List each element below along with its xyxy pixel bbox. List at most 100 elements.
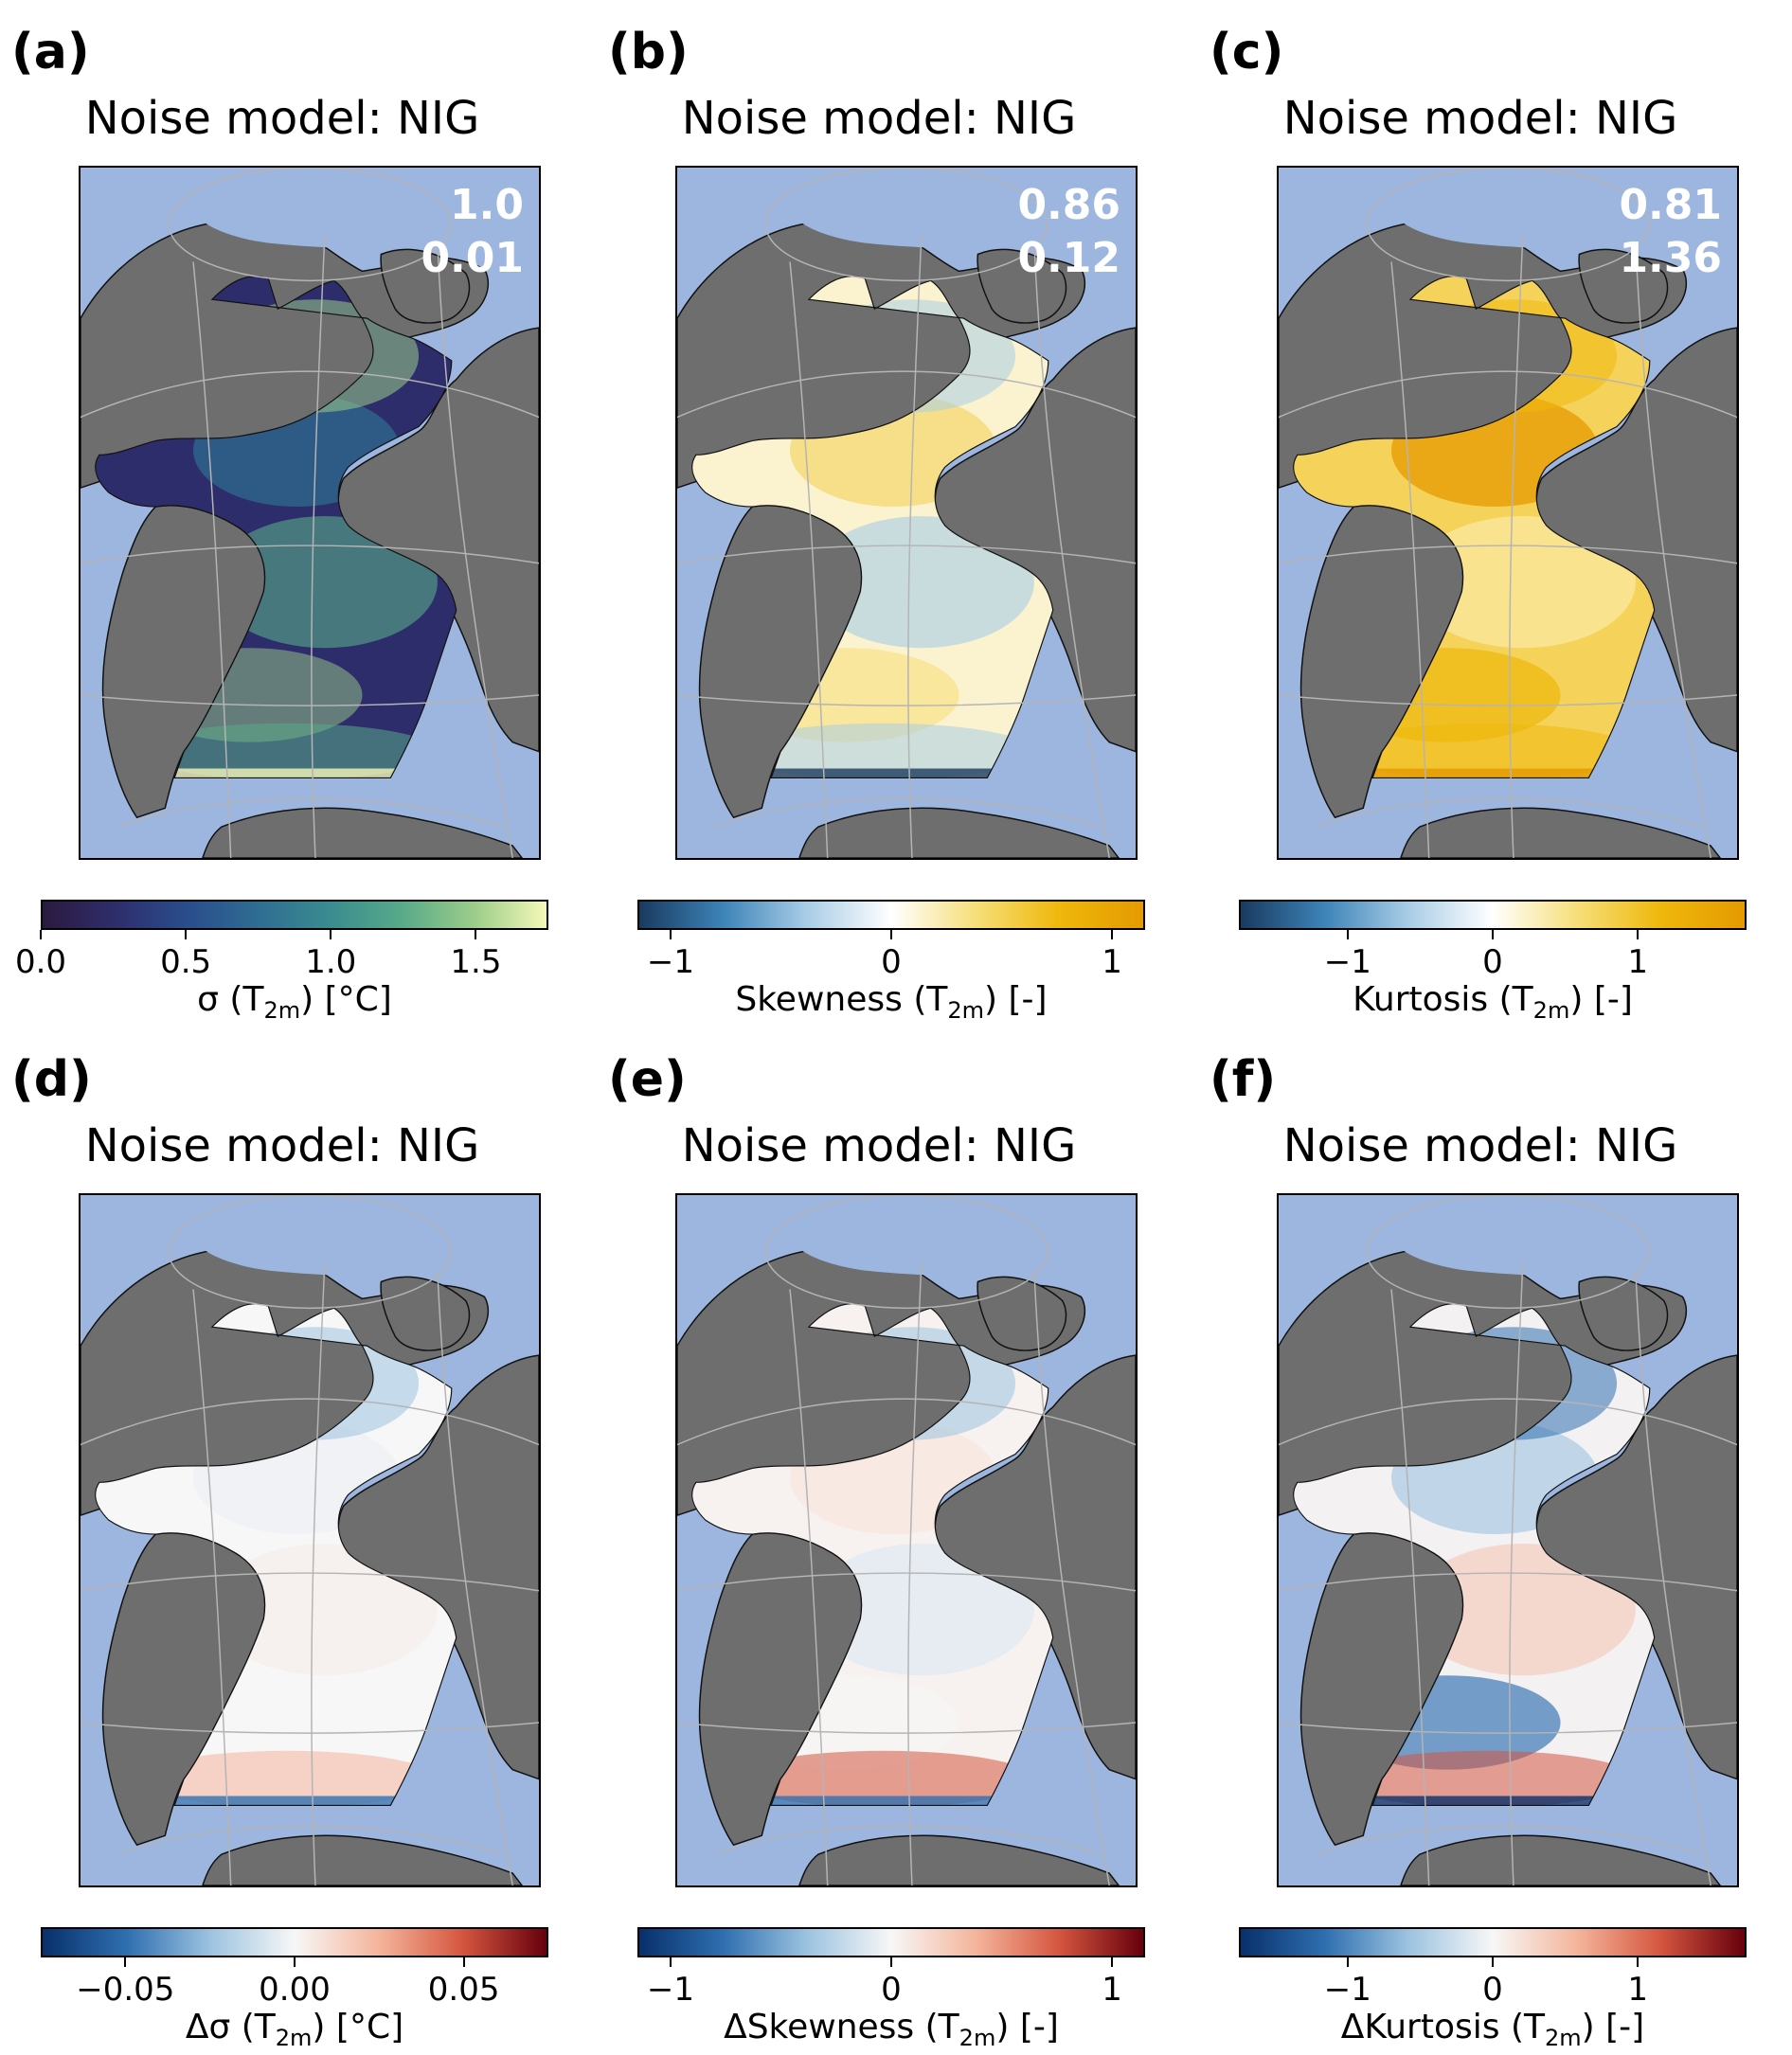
figure-panel: (f) Noise model: NIG −1 0 1 ΔKurtosis (T2m… [1210, 1051, 1783, 2055]
figure-panel: (c) Noise model: NIG 0.81 1.36 −1 0 1 Kurt… [1210, 24, 1783, 1028]
colorbar-ticks: −1 0 1 [637, 1957, 1145, 2014]
colorbar-ticks: −1 0 1 [1239, 930, 1747, 987]
colorbar-tick [294, 1957, 296, 1967]
colorbar-tick [669, 930, 672, 939]
panel-title: Noise model: NIG [84, 92, 480, 145]
colorbar-tick [185, 930, 188, 939]
map-plot: 0.86 0.12 [675, 166, 1138, 860]
colorbar-tick [475, 930, 477, 939]
colorbar-tick [40, 930, 42, 939]
colorbar-ticks: −1 0 1 [637, 930, 1145, 987]
colorbar-tick-label: −1 [1323, 1971, 1371, 2009]
colorbar-tick-label: 1.5 [450, 943, 502, 981]
panel-label: (d) [11, 1051, 92, 1108]
colorbar-tick [124, 1957, 127, 1967]
colorbar-label-suffix: ) [-] [995, 2008, 1059, 2046]
map-svg [677, 168, 1136, 858]
colorbar-label: Skewness (T2m) [-] [637, 980, 1145, 1024]
colorbar-tick [890, 1957, 892, 1967]
colorbar-tick-label: −1 [1323, 943, 1371, 981]
colorbar-tick-label: 1 [1627, 1971, 1648, 2009]
colorbar-tick-label: 0.0 [14, 943, 67, 981]
colorbar-tick-label: 1 [1102, 943, 1122, 981]
colorbar-label-prefix: Δσ (T [185, 2008, 276, 2046]
map-plot [79, 1193, 541, 1887]
panel-label: (e) [608, 1051, 687, 1108]
map-plot [1277, 1193, 1739, 1887]
colorbar-tick-label: 0 [1482, 1971, 1503, 2009]
colorbar-label-prefix: ΔKurtosis (T [1340, 2008, 1545, 2046]
colorbar-tick [1492, 930, 1494, 939]
figure-panel: (a) Noise model: NIG 1.0 0.01 0.0 0.5 1.0 1… [11, 24, 585, 1028]
colorbar-ticks: −0.05 0.00 0.05 [41, 1957, 548, 2014]
colorbar-label-suffix: ) [-] [1569, 980, 1633, 1019]
panel-title: Noise model: NIG [1282, 1119, 1678, 1172]
colorbar-label-suffix: ) [-] [984, 980, 1048, 1019]
colorbar-label-subscript: 2m [959, 2025, 996, 2052]
colorbar-tick [1637, 1957, 1640, 1967]
stat-correlation: 0.86 [1017, 181, 1120, 229]
colorbar-label: Δσ (T2m) [°C] [41, 2008, 548, 2051]
map-plot: 0.81 1.36 [1277, 166, 1739, 860]
figure-panel: (d) Noise model: NIG −0.05 0.00 0.05 Δσ (T… [11, 1051, 585, 2055]
colorbar-tick-label: −1 [646, 1971, 695, 2009]
colorbar-tick-label: 0.00 [259, 1971, 331, 2009]
colorbar-label: σ (T2m) [°C] [41, 980, 548, 1024]
colorbar-label-prefix: Kurtosis (T [1353, 980, 1533, 1019]
map-svg [81, 1195, 539, 1885]
colorbar-label: ΔSkewness (T2m) [-] [637, 2008, 1145, 2051]
colorbar-label-suffix: ) [-] [1581, 2008, 1645, 2046]
stat-error: 1.36 [1619, 234, 1722, 282]
colorbar-tick [1637, 930, 1640, 939]
colorbar-tick [1111, 1957, 1114, 1967]
map-svg [1279, 168, 1737, 858]
colorbar-label-subscript: 2m [947, 997, 985, 1025]
colorbar [637, 1927, 1145, 1957]
map-plot: 1.0 0.01 [79, 166, 541, 860]
panel-label: (f) [1210, 1051, 1277, 1108]
colorbar-label-subscript: 2m [1544, 2025, 1582, 2052]
stat-error: 0.12 [1017, 234, 1120, 282]
colorbar [1239, 1927, 1747, 1957]
colorbar-tick [330, 930, 332, 939]
panel-label: (b) [608, 24, 689, 80]
stat-correlation: 0.81 [1619, 181, 1722, 229]
map-svg [677, 1195, 1136, 1885]
colorbar-tick-label: 0.5 [160, 943, 212, 981]
colorbar-tick [462, 1957, 465, 1967]
stat-correlation: 1.0 [450, 181, 524, 229]
colorbar-tick-label: 0.05 [427, 1971, 500, 2009]
colorbar-tick-label: −1 [646, 943, 695, 981]
colorbar [1239, 900, 1747, 930]
colorbar-label: Kurtosis (T2m) [-] [1239, 980, 1747, 1024]
panel-label: (a) [11, 24, 90, 80]
figure-panel: (e) Noise model: NIG −1 0 1 ΔSkewness (T2m… [608, 1051, 1182, 2055]
stat-error: 0.01 [421, 234, 524, 282]
panel-title: Noise model: NIG [1282, 92, 1678, 145]
stats-box: 0.86 0.12 [1017, 179, 1120, 285]
colorbar-tick [890, 930, 892, 939]
colorbar-tick-label: 1.0 [305, 943, 357, 981]
colorbar-tick [1346, 930, 1349, 939]
colorbar-label-suffix: ) [°C] [300, 980, 392, 1019]
panel-title: Noise model: NIG [681, 92, 1077, 145]
colorbar-tick-label: 1 [1627, 943, 1648, 981]
colorbar-tick-label: −0.05 [76, 1971, 175, 2009]
panel-label: (c) [1210, 24, 1284, 80]
stats-box: 0.81 1.36 [1619, 179, 1722, 285]
stats-box: 1.0 0.01 [421, 179, 524, 285]
colorbar [41, 1927, 548, 1957]
map-svg [81, 168, 539, 858]
map-svg [1279, 1195, 1737, 1885]
map-plot [675, 1193, 1138, 1887]
colorbar-tick [1346, 1957, 1349, 1967]
colorbar-label-suffix: ) [°C] [312, 2008, 404, 2046]
colorbar-tick [1111, 930, 1114, 939]
colorbar [41, 900, 548, 930]
colorbar [637, 900, 1145, 930]
colorbar-label-prefix: ΔSkewness (T [724, 2008, 959, 2046]
colorbar-label-prefix: σ (T [197, 980, 264, 1019]
colorbar-label-subscript: 2m [275, 2025, 313, 2052]
colorbar-tick-label: 0 [881, 943, 902, 981]
colorbar-label-prefix: Skewness (T [735, 980, 948, 1019]
